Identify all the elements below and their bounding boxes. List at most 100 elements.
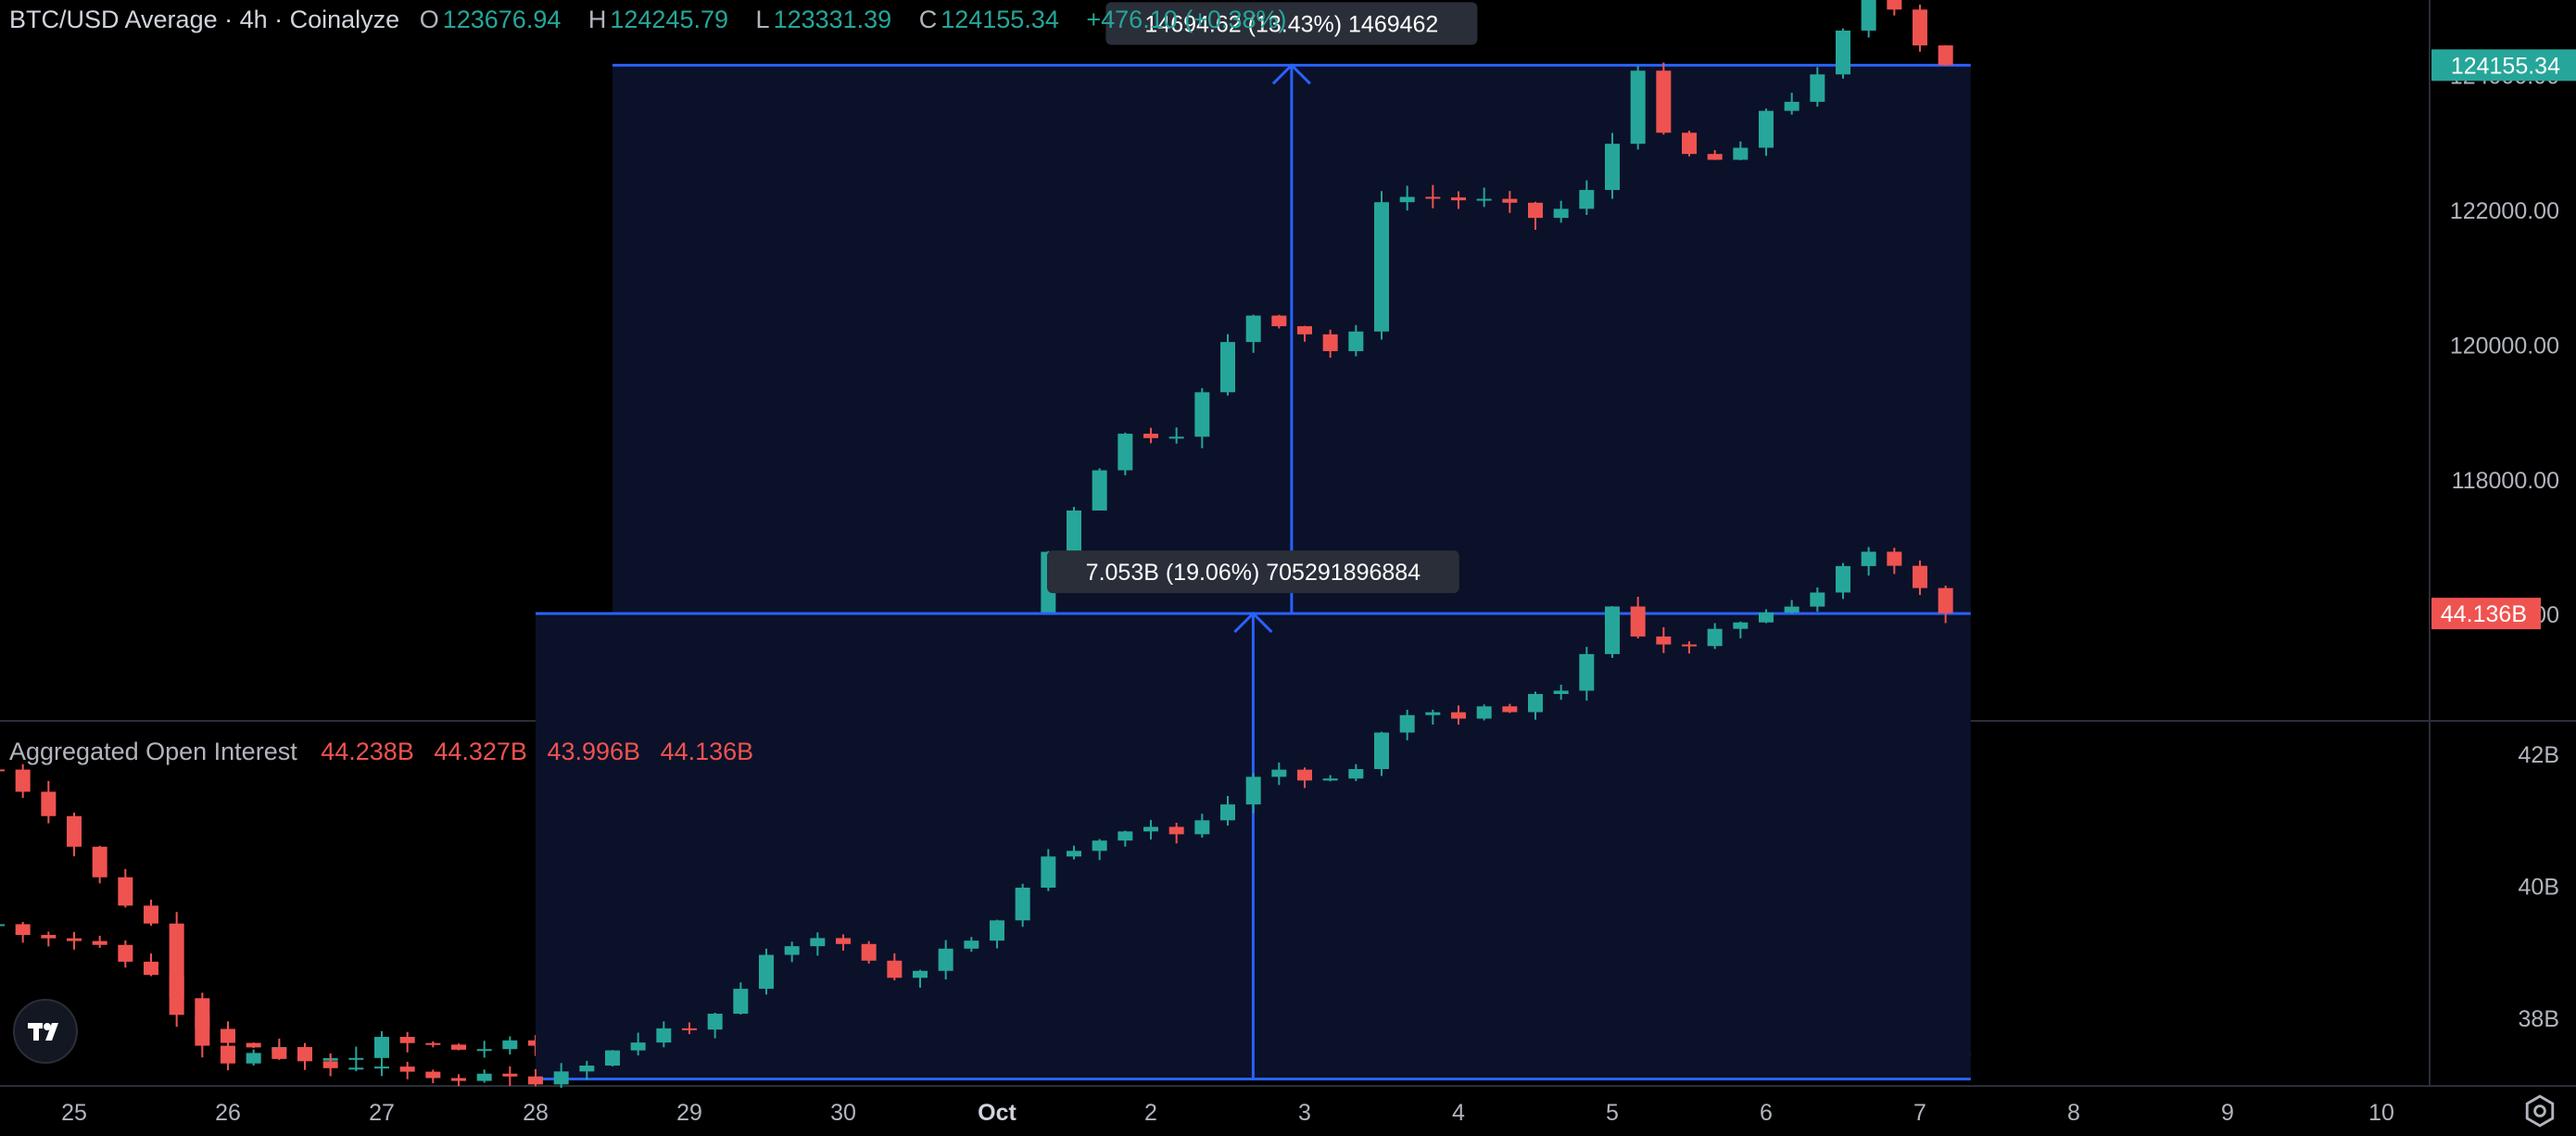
candle (938, 940, 953, 980)
candle-body (425, 1042, 441, 1045)
measure-label-bg (1105, 2, 1478, 45)
candle-body (1245, 776, 1261, 805)
candle (784, 941, 800, 963)
candle-body (1784, 101, 1799, 111)
candle (1271, 762, 1287, 786)
open-label: O (419, 6, 439, 33)
candle (1887, 548, 1902, 574)
candle (1938, 44, 1953, 67)
candle (1271, 314, 1287, 329)
candle-body (990, 920, 1004, 941)
measure-label: 14694.62 (13.43%) 1469462 (1144, 11, 1438, 37)
candle (1630, 66, 1646, 150)
gear-icon[interactable] (2522, 1093, 2557, 1129)
candle-body (1707, 154, 1723, 160)
candle-body (348, 1067, 364, 1070)
candle-body (1656, 636, 1672, 645)
candle (169, 974, 184, 1002)
candle-body (1810, 74, 1825, 102)
candle (1810, 67, 1825, 107)
y-tick-label: 118000.00 (2452, 468, 2559, 494)
candle-body (67, 938, 82, 941)
candle (1399, 710, 1415, 740)
candle-body (1887, 551, 1902, 566)
x-tick-label: 9 (2221, 1100, 2234, 1126)
candle-body (1476, 198, 1492, 201)
candle-body (1605, 144, 1620, 191)
candle-body (1451, 197, 1466, 201)
candle-body (605, 1050, 620, 1067)
candle (1528, 201, 1543, 231)
candle-body (169, 975, 184, 999)
candle-body (1938, 587, 1953, 613)
candle (118, 940, 133, 968)
candle-body (15, 924, 31, 936)
candle (476, 1069, 492, 1083)
x-tick-label: 4 (1452, 1100, 1465, 1126)
candle-body (0, 924, 5, 927)
candle-body (41, 791, 57, 816)
candle-body (861, 943, 877, 961)
candle (1451, 191, 1466, 209)
candle-body (810, 938, 826, 947)
candle (1118, 432, 1133, 475)
candle-body (1528, 693, 1543, 713)
candle (502, 1066, 518, 1086)
candle-body (246, 1053, 261, 1064)
x-tick-label: Oct (978, 1100, 1017, 1126)
oi-title[interactable]: Aggregated Open Interest (9, 738, 297, 765)
y-tick-label: 122000.00 (2450, 198, 2559, 224)
candle-body (348, 1057, 364, 1060)
candle (1041, 849, 1056, 891)
candle-body (1810, 592, 1825, 607)
candle-body (1297, 769, 1312, 781)
candle-body (1374, 202, 1389, 332)
candle-body (144, 905, 158, 924)
candle (1348, 324, 1364, 357)
candle (1502, 191, 1518, 213)
tradingview-logo-icon[interactable] (13, 999, 78, 1064)
candle (1502, 703, 1518, 713)
candle (1348, 764, 1364, 781)
candle (1861, 547, 1876, 576)
candle-body (553, 1071, 569, 1085)
candle (144, 899, 158, 927)
candle (1553, 684, 1569, 701)
measure-arrow-head (1233, 611, 1273, 634)
candle-body (92, 846, 107, 877)
low-value: 123331.39 (773, 6, 892, 33)
symbol-title[interactable]: BTC/USD Average · 4h · Coinalyze (9, 6, 400, 33)
candle-body (1374, 732, 1389, 770)
candle-body (476, 1073, 492, 1081)
candle (1836, 562, 1850, 600)
candle (1707, 149, 1723, 160)
candle (1374, 731, 1389, 776)
high-label: H (587, 6, 607, 33)
candle-body (887, 960, 903, 978)
candle (476, 1041, 492, 1058)
candle (913, 969, 928, 988)
candle-body (1425, 196, 1441, 199)
candle (1605, 606, 1620, 659)
candle (502, 1036, 518, 1055)
close-value: 124155.34 (941, 6, 1059, 33)
candle-body (1759, 612, 1774, 623)
candle-body (1348, 331, 1364, 351)
candle-body (1322, 778, 1338, 781)
candle (41, 931, 57, 947)
candle-body (297, 1058, 312, 1062)
candle (1784, 93, 1799, 115)
candle (1168, 822, 1184, 844)
candle (425, 1069, 441, 1083)
candle-body (1271, 315, 1287, 327)
candle (682, 1022, 697, 1035)
x-tick-label: 30 (830, 1100, 856, 1126)
candle (1015, 883, 1030, 928)
candle (528, 1068, 543, 1087)
candle (1707, 623, 1723, 650)
candle (1759, 108, 1774, 157)
candle (861, 940, 877, 964)
candle (1579, 180, 1595, 216)
candle-body (118, 877, 133, 906)
